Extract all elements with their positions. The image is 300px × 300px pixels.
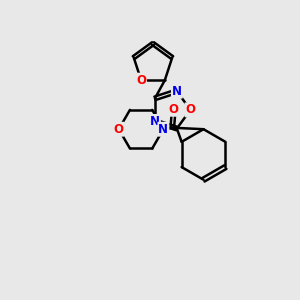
Text: N: N [158, 123, 168, 136]
Text: O: O [136, 74, 146, 87]
Text: O: O [169, 103, 179, 116]
Text: O: O [185, 103, 195, 116]
Text: N: N [150, 115, 160, 128]
Text: O: O [114, 123, 124, 136]
Text: N: N [172, 85, 182, 98]
